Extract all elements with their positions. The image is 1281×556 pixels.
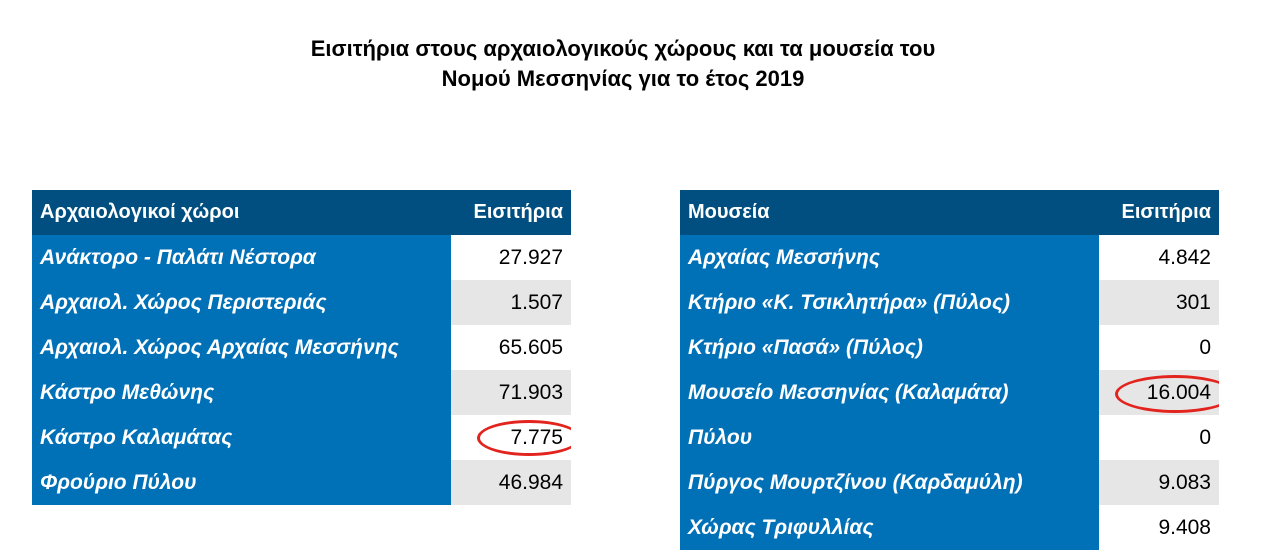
museum-tickets: 0 <box>1099 325 1219 370</box>
table-header-row: Αρχαιολογικοί χώροι Εισιτήρια <box>32 190 571 235</box>
museums-table: Μουσεία Εισιτήρια Αρχαίας Μεσσήνης 4.842… <box>680 190 1219 550</box>
site-tickets: 1.507 <box>451 280 571 325</box>
table-row: Κτήριο «Κ. Τσικλητήρα» (Πύλος) 301 <box>680 280 1219 325</box>
museum-tickets-highlighted: 16.004 <box>1099 370 1219 415</box>
museum-name: Αρχαίας Μεσσήνης <box>680 235 1099 280</box>
table-row: Ανάκτορο - Παλάτι Νέστορα 27.927 <box>32 235 571 280</box>
table-row: Αρχαιολ. Χώρος Περιστεριάς 1.507 <box>32 280 571 325</box>
table-row: Φρούριο Πύλου 46.984 <box>32 460 571 505</box>
museum-tickets: 9.408 <box>1099 505 1219 550</box>
header-museums: Μουσεία <box>680 190 1099 235</box>
site-tickets: 46.984 <box>451 460 571 505</box>
table-row: Κτήριο «Πασά» (Πύλος) 0 <box>680 325 1219 370</box>
table-row: Αρχαίας Μεσσήνης 4.842 <box>680 235 1219 280</box>
site-tickets: 71.903 <box>451 370 571 415</box>
museum-name: Πύλου <box>680 415 1099 460</box>
table-row: Μουσείο Μεσσηνίας (Καλαμάτα) 16.004 <box>680 370 1219 415</box>
header-sites: Αρχαιολογικοί χώροι <box>32 190 451 235</box>
museum-name: Κτήριο «Πασά» (Πύλος) <box>680 325 1099 370</box>
site-tickets: 7.775 <box>510 425 563 449</box>
museum-tickets: 4.842 <box>1099 235 1219 280</box>
title-line-1: Εισιτήρια στους αρχαιολογικούς χώρους κα… <box>310 36 936 61</box>
site-name: Αρχαιολ. Χώρος Περιστεριάς <box>32 280 451 325</box>
page-title: Εισιτήρια στους αρχαιολογικούς χώρους κα… <box>0 34 1246 94</box>
table-header-row: Μουσεία Εισιτήρια <box>680 190 1219 235</box>
title-line-2: Νομού Μεσσηνίας για το έτος 2019 <box>441 66 805 91</box>
site-tickets: 65.605 <box>451 325 571 370</box>
site-name: Κάστρο Μεθώνης <box>32 370 451 415</box>
museum-tickets: 0 <box>1099 415 1219 460</box>
museum-tickets: 16.004 <box>1146 380 1211 404</box>
header-tickets: Εισιτήρια <box>451 190 571 235</box>
site-tickets-highlighted: 7.775 <box>451 415 571 460</box>
header-tickets: Εισιτήρια <box>1099 190 1219 235</box>
museum-name: Πύργος Μουρτζίνου (Καρδαμύλη) <box>680 460 1099 505</box>
table-row: Χώρας Τριφυλλίας 9.408 <box>680 505 1219 550</box>
museum-name: Χώρας Τριφυλλίας <box>680 505 1099 550</box>
site-name: Αρχαιολ. Χώρος Αρχαίας Μεσσήνης <box>32 325 451 370</box>
museum-tickets: 9.083 <box>1099 460 1219 505</box>
table-row: Κάστρο Μεθώνης 71.903 <box>32 370 571 415</box>
museum-name: Μουσείο Μεσσηνίας (Καλαμάτα) <box>680 370 1099 415</box>
archaeological-sites-table: Αρχαιολογικοί χώροι Εισιτήρια Ανάκτορο -… <box>32 190 571 505</box>
site-name: Ανάκτορο - Παλάτι Νέστορα <box>32 235 451 280</box>
table-row: Κάστρο Καλαμάτας 7.775 <box>32 415 571 460</box>
table-row: Πύργος Μουρτζίνου (Καρδαμύλη) 9.083 <box>680 460 1219 505</box>
museum-tickets: 301 <box>1099 280 1219 325</box>
museum-name: Κτήριο «Κ. Τσικλητήρα» (Πύλος) <box>680 280 1099 325</box>
site-name: Φρούριο Πύλου <box>32 460 451 505</box>
table-row: Πύλου 0 <box>680 415 1219 460</box>
site-tickets: 27.927 <box>451 235 571 280</box>
site-name: Κάστρο Καλαμάτας <box>32 415 451 460</box>
table-row: Αρχαιολ. Χώρος Αρχαίας Μεσσήνης 65.605 <box>32 325 571 370</box>
